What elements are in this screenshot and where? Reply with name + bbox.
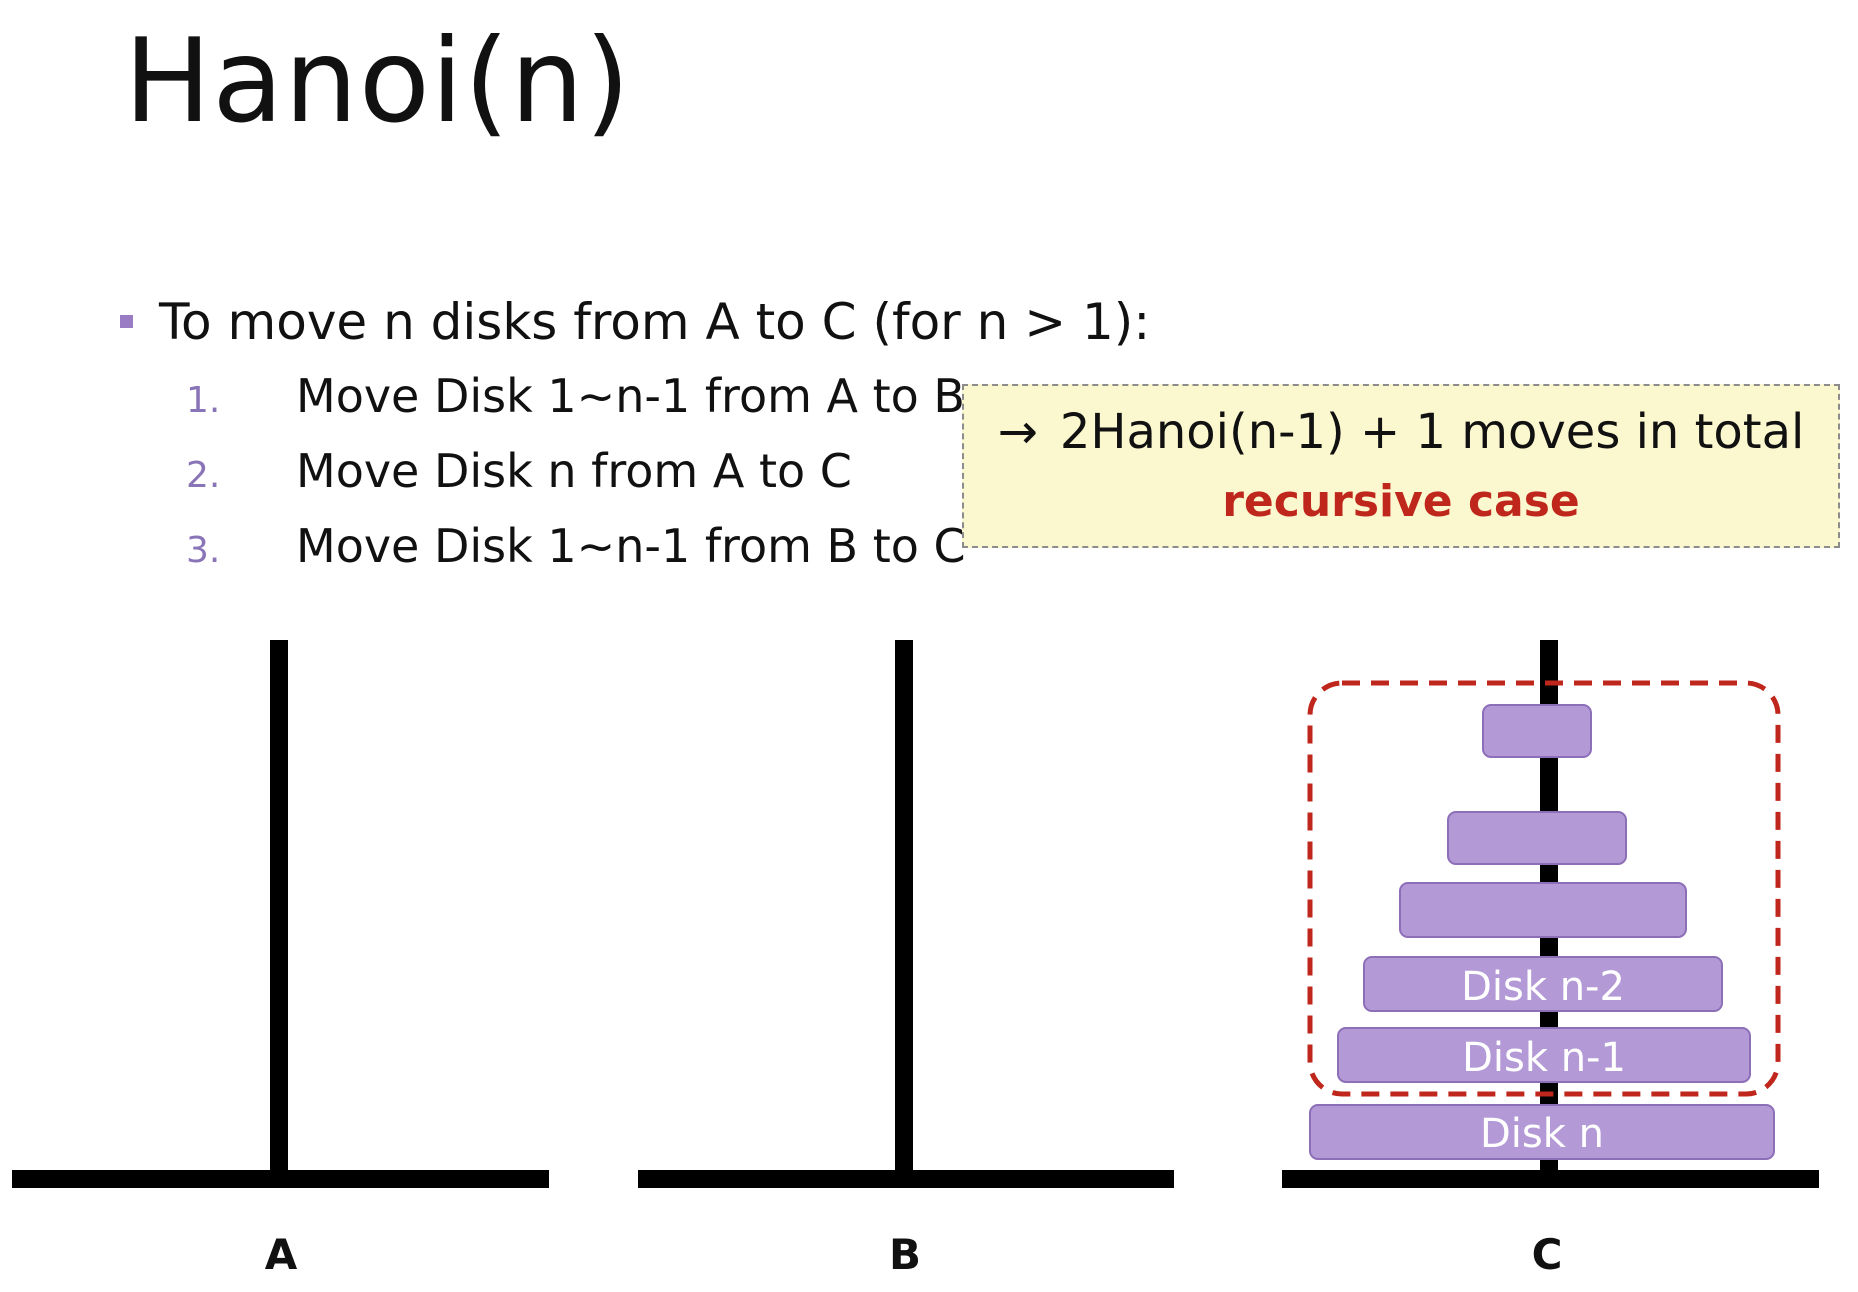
disk-n-minus-2-label: Disk n-2	[1461, 964, 1625, 1010]
callout-formula-text: 2Hanoi(n-1) + 1 moves in total	[1059, 404, 1805, 460]
peg-b-pole	[895, 640, 913, 1180]
recursive-subproblem-highlight	[1307, 680, 1781, 1097]
step-text: Move Disk n from A to C	[296, 444, 852, 498]
disk-stack: Disk n-2 Disk n-1 Disk n	[1309, 704, 1775, 1160]
step-text: Move Disk 1~n-1 from A to B	[296, 369, 965, 423]
step-number: 1.	[186, 380, 221, 421]
step-text: Move Disk 1~n-1 from B to C	[296, 519, 966, 573]
steps-list: 1. Move Disk 1~n-1 from A to B 2. Move Dis…	[186, 364, 966, 589]
disk-n-minus-2	[1363, 956, 1723, 1012]
peg-label-c: C	[1531, 1230, 1563, 1279]
callout-box: → 2Hanoi(n-1) + 1 moves in total recursiv…	[962, 384, 1840, 548]
callout-case-label: recursive case	[1222, 476, 1580, 527]
disk-n-label: Disk n	[1480, 1111, 1604, 1157]
step-item: 1. Move Disk 1~n-1 from A to B	[186, 364, 966, 439]
right-arrow-icon: →	[997, 404, 1038, 460]
bullet-square-icon	[120, 315, 133, 328]
disk-1	[1482, 704, 1592, 758]
step-number: 3.	[186, 530, 221, 571]
disk-n-minus-1	[1337, 1027, 1751, 1083]
disk-3	[1399, 882, 1687, 938]
slide-title: Hanoi(n)	[124, 14, 632, 149]
peg-label-a: A	[264, 1230, 298, 1279]
peg-label-b: B	[888, 1230, 921, 1279]
bullet-text: To move n disks from A to C (for n > 1):	[159, 293, 1151, 351]
disk-2	[1447, 811, 1627, 865]
step-number: 2.	[186, 455, 221, 496]
disk-n-minus-1-label: Disk n-1	[1462, 1035, 1626, 1081]
step-item: 2. Move Disk n from A to C	[186, 439, 966, 514]
step-item: 3. Move Disk 1~n-1 from B to C	[186, 514, 966, 589]
callout-formula: → 2Hanoi(n-1) + 1 moves in total	[964, 400, 1838, 464]
bullet-point: To move n disks from A to C (for n > 1):	[120, 290, 1150, 354]
peg-a-pole	[270, 640, 288, 1180]
disk-n	[1309, 1104, 1775, 1160]
